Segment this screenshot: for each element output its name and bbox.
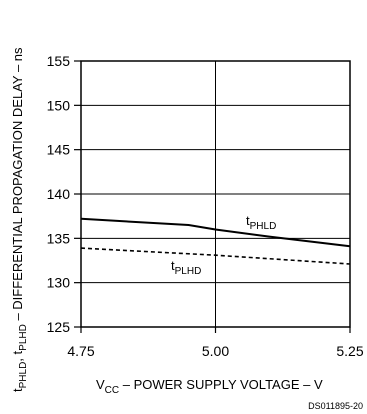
y-tick-label: 130 [47,275,71,291]
y-axis-ticks: 125 130 135 140 145 150 155 [47,53,81,335]
series-line-tplhd [80,247,351,265]
series-line-tphld [80,217,351,248]
y-tick-label: 155 [47,53,71,69]
source-code: DS011895-20 [308,401,363,411]
y-axis-label: tPHLD, tPLHD – DIFFERENTIAL PROPAGATION … [10,47,29,392]
y-tick-label: 135 [47,230,71,246]
series-lines [80,217,351,265]
series-label-tphld: tPHLD [246,213,276,232]
x-tick-label: 5.00 [202,343,229,359]
series-label-tplhd: tPLHD [171,258,201,277]
x-axis-ticks: 4.75 5.00 5.25 [67,327,364,359]
y-tick-label: 145 [47,142,71,158]
x-axis-label: VCC – POWER SUPPLY VOLTAGE – V [96,377,323,396]
grid-lines [81,61,350,327]
y-tick-label: 125 [47,319,71,335]
x-tick-label: 4.75 [67,343,94,359]
y-tick-label: 140 [47,186,71,202]
x-tick-label: 5.25 [336,343,363,359]
y-tick-label: 150 [47,97,71,113]
